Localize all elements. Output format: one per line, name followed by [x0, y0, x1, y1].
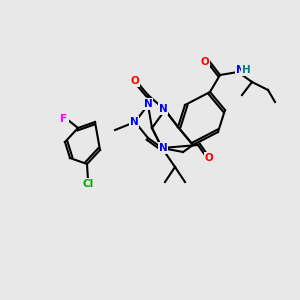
Text: O: O — [205, 153, 213, 163]
Text: H: H — [242, 65, 250, 75]
Text: N: N — [159, 104, 167, 114]
Text: N: N — [159, 143, 167, 153]
Text: F: F — [60, 114, 68, 124]
Text: N: N — [130, 117, 138, 127]
Text: O: O — [201, 57, 209, 67]
Text: O: O — [130, 76, 140, 86]
Text: N: N — [144, 99, 152, 109]
Text: N: N — [236, 65, 244, 75]
Text: Cl: Cl — [82, 179, 94, 189]
